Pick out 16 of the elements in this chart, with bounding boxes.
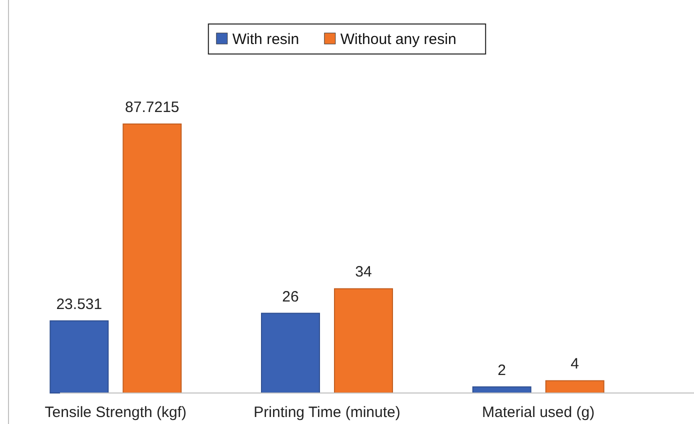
data-label: 34 (355, 264, 372, 281)
x-tick-label: Material used (g) (482, 404, 595, 421)
data-label: 87.7215 (125, 99, 180, 116)
x-tick-label: Tensile Strength (kgf) (44, 404, 187, 421)
data-label: 26 (282, 288, 299, 306)
x-tick-label: Printing Time (minute) (254, 404, 400, 421)
legend-label: With resin (232, 31, 300, 48)
bar (334, 288, 393, 394)
legend-label: Without any resin (340, 31, 456, 48)
bar (261, 312, 320, 394)
data-label: 23.531 (56, 296, 102, 313)
data-label: 4 (570, 356, 580, 373)
bar (545, 380, 604, 394)
bar (50, 320, 109, 394)
data-label: 2 (498, 362, 506, 379)
bar (122, 124, 182, 394)
